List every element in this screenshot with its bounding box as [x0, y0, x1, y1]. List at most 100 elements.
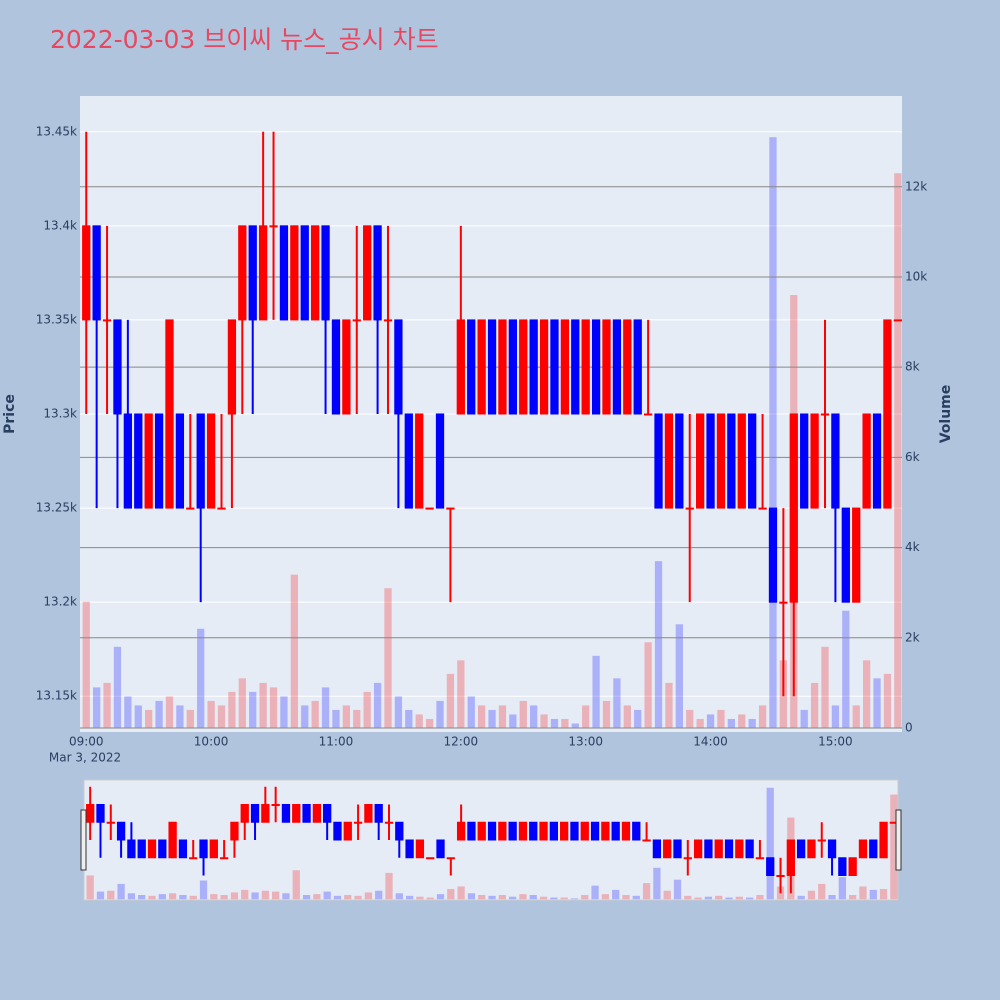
candle-body	[685, 507, 694, 510]
volume-bar	[686, 709, 694, 728]
candle-body	[467, 319, 476, 415]
x-tick-label: 11:00	[319, 735, 354, 749]
volume-bar	[653, 867, 661, 900]
candle-body	[758, 507, 767, 510]
candle-body	[755, 857, 765, 860]
volume-bar	[550, 897, 558, 900]
volume-bar	[249, 691, 257, 728]
volume-bar	[852, 705, 860, 728]
candle-body	[827, 839, 837, 859]
volume-bar	[849, 894, 857, 900]
candle-body	[92, 225, 101, 321]
volume-bar	[706, 714, 715, 728]
volume-bar	[385, 872, 393, 900]
candle-body	[539, 821, 548, 841]
candle-body	[652, 839, 662, 859]
candle-body	[477, 821, 486, 841]
y-tick-label: 13.15k	[36, 689, 77, 703]
candle-body	[199, 839, 208, 859]
volume-bar	[113, 646, 122, 728]
volume-bar	[717, 709, 725, 728]
candle-body	[374, 803, 383, 823]
volume-bar	[571, 723, 579, 728]
volume-bar	[748, 718, 756, 728]
volume-bar	[261, 890, 269, 900]
candle-body	[716, 413, 726, 509]
candle-body	[848, 857, 857, 877]
volume-bar	[797, 895, 805, 900]
volume-bar	[134, 705, 142, 728]
volume-bar	[879, 889, 888, 900]
volume-bar	[592, 655, 600, 728]
volume-bar	[838, 877, 847, 900]
candle-body	[560, 821, 569, 841]
candle-body	[872, 413, 882, 509]
candle-body	[869, 839, 878, 859]
candle-body	[727, 413, 736, 509]
candle-body	[102, 319, 112, 322]
candle-body	[862, 413, 871, 509]
volume-bar	[313, 894, 321, 900]
volume-bar	[457, 660, 465, 728]
candle-body	[858, 839, 868, 859]
volume-bar	[302, 894, 311, 900]
volume-bar	[353, 709, 361, 728]
volume-bar	[519, 894, 527, 900]
candle-body	[352, 319, 361, 322]
volume-bar	[821, 646, 829, 728]
volume-bar	[384, 588, 392, 728]
volume-bar	[446, 673, 455, 728]
volume-bar	[498, 705, 507, 728]
volume-bar	[447, 889, 455, 900]
volume-bar	[509, 714, 517, 728]
volume-bar	[457, 886, 465, 900]
volume-bar	[217, 705, 226, 728]
y-axis-title: Price	[2, 394, 18, 434]
volume-bar	[560, 897, 568, 900]
candle-body	[883, 319, 892, 509]
x-tick-label: 15:00	[818, 735, 853, 749]
range-handle[interactable]	[80, 809, 87, 871]
candle-body	[706, 413, 715, 509]
volume-bar	[665, 682, 673, 728]
candle-body	[271, 803, 280, 806]
volume-bar	[613, 678, 621, 728]
candle-body	[820, 413, 830, 416]
candle-body	[529, 319, 538, 415]
volume-bar	[766, 787, 774, 900]
candle-body	[425, 507, 434, 510]
volume-bar	[354, 895, 362, 900]
volume-bar	[103, 682, 111, 728]
candle-body	[373, 225, 382, 321]
candle-body	[800, 413, 809, 509]
volume-bar	[117, 883, 125, 900]
volume-bar	[179, 894, 187, 900]
candle-body	[789, 413, 798, 603]
volume-bar	[673, 879, 682, 900]
y-tick-label: 13.3k	[43, 407, 77, 421]
volume-bar	[622, 894, 630, 900]
candle-body	[196, 413, 205, 509]
volume-bar	[467, 893, 476, 900]
volume-bar	[684, 895, 692, 900]
volume-bar	[756, 894, 764, 900]
volume-bar	[570, 898, 579, 900]
candle-body	[612, 319, 622, 415]
volume-bar	[488, 709, 496, 728]
candle-body	[217, 507, 226, 510]
candle-body	[766, 857, 775, 877]
candle-body	[290, 225, 299, 321]
volume-bar	[405, 709, 413, 728]
range-handle[interactable]	[895, 809, 902, 871]
volume-bar	[282, 893, 290, 900]
volume-bar	[207, 700, 215, 728]
candle-body	[623, 319, 632, 415]
candle-body	[137, 839, 146, 859]
candle-body	[186, 507, 195, 510]
candle-body	[675, 413, 684, 509]
volume-bar	[425, 718, 434, 728]
candle-body	[292, 803, 301, 823]
volume-bar	[259, 682, 267, 728]
candle-body	[879, 821, 888, 859]
candle-body	[893, 319, 902, 322]
